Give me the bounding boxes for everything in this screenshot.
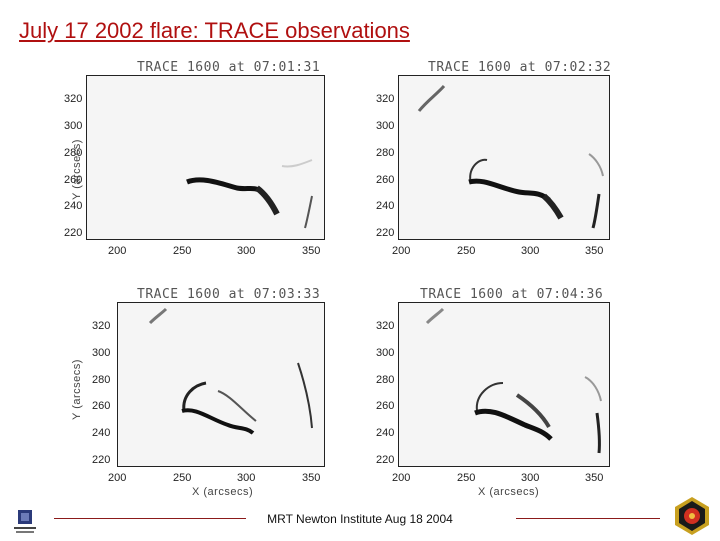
- mission-patch-logo-icon: [672, 496, 712, 536]
- y-tick: 300: [64, 120, 83, 132]
- trace-image: [86, 75, 325, 240]
- x-tick: 250: [173, 245, 192, 257]
- panel-title: TRACE 1600 at 07:04:36: [420, 287, 604, 302]
- y-tick: 240: [92, 427, 111, 439]
- y-tick: 280: [376, 374, 395, 386]
- y-tick: 280: [376, 147, 395, 159]
- x-tick: 200: [392, 245, 411, 257]
- x-tick: 300: [521, 245, 540, 257]
- x-tick: 250: [457, 245, 476, 257]
- x-tick: 350: [585, 245, 604, 257]
- y-tick: 240: [376, 427, 395, 439]
- flare-ribbons-image: [87, 76, 324, 239]
- y-tick: 220: [376, 227, 395, 239]
- x-tick: 300: [521, 472, 540, 484]
- flare-ribbons-image: [399, 76, 609, 239]
- x-tick: 200: [108, 472, 127, 484]
- institute-crest-logo-icon: [12, 508, 38, 536]
- y-tick: 300: [92, 347, 111, 359]
- flare-ribbons-image: [399, 303, 609, 466]
- y-tick: 300: [376, 120, 395, 132]
- x-tick: 300: [237, 472, 256, 484]
- y-tick: 260: [92, 400, 111, 412]
- y-tick: 320: [376, 320, 395, 332]
- flare-ribbons-image: [118, 303, 324, 466]
- y-tick: 240: [376, 200, 395, 212]
- y-tick: 220: [92, 454, 111, 466]
- y-tick: 320: [64, 93, 83, 105]
- y-tick: 260: [376, 174, 395, 186]
- y-axis-label: Y (arcsecs): [71, 359, 83, 420]
- x-axis-label: X (arcsecs): [192, 486, 254, 498]
- y-tick: 320: [92, 320, 111, 332]
- x-tick: 350: [585, 472, 604, 484]
- y-tick: 300: [376, 347, 395, 359]
- y-tick: 320: [376, 93, 395, 105]
- trace-image: [398, 302, 610, 467]
- y-tick: 220: [64, 227, 83, 239]
- y-axis-label: Y (arcsecs): [71, 139, 83, 200]
- x-tick: 250: [173, 472, 192, 484]
- x-tick: 200: [108, 245, 127, 257]
- trace-image: [117, 302, 325, 467]
- x-tick: 200: [392, 472, 411, 484]
- y-tick: 280: [92, 374, 111, 386]
- x-tick: 350: [302, 245, 321, 257]
- footer-rule-right: [516, 518, 660, 519]
- y-tick: 260: [376, 400, 395, 412]
- panel-title: TRACE 1600 at 07:01:31: [137, 60, 321, 75]
- trace-image: [398, 75, 610, 240]
- y-tick: 260: [64, 174, 83, 186]
- y-tick: 240: [64, 200, 83, 212]
- x-tick: 350: [302, 472, 321, 484]
- y-tick: 220: [376, 454, 395, 466]
- x-axis-label: X (arcsecs): [478, 486, 540, 498]
- footer-rule-left: [54, 518, 246, 519]
- y-tick: 280: [64, 147, 83, 159]
- panel-title: TRACE 1600 at 07:02:32: [428, 60, 612, 75]
- x-tick: 300: [237, 245, 256, 257]
- panel-title: TRACE 1600 at 07:03:33: [137, 287, 321, 302]
- footer-text: MRT Newton Institute Aug 18 2004: [267, 512, 453, 526]
- x-tick: 250: [457, 472, 476, 484]
- slide-title: July 17 2002 flare: TRACE observations: [19, 18, 410, 43]
